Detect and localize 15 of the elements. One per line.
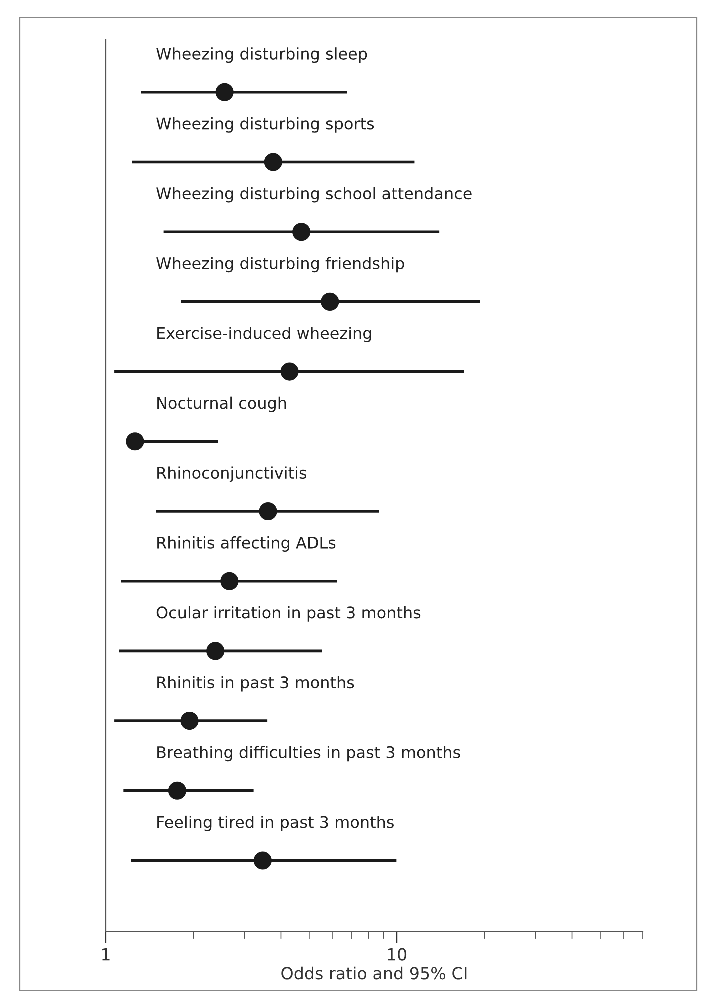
y-tick-label: Breathing difficulties in past 3 months: [158, 746, 460, 762]
y-tick-label: Wheezing disturbing school attendance: [156, 187, 472, 203]
x-axis-title: Odds ratio and 95% CI: [282, 966, 467, 980]
y-tick-label: Ocular irritation in past 3 months: [156, 606, 421, 622]
y-tick-label: Rhinitis affecting ADLs: [158, 536, 336, 552]
y-tick-label: Rhinitis in past 3 months: [158, 676, 354, 692]
y-tick-label: Rhinoconjunctivitis: [158, 466, 307, 482]
y-tick-label: Nocturnal cough: [158, 396, 286, 412]
x-tick-label: 10: [388, 948, 407, 961]
y-tick-label: Wheezing disturbing sports: [156, 117, 374, 133]
y-tick-label: Wheezing disturbing sleep: [156, 48, 368, 64]
y-tick-label: Exercise-induced wheezing: [158, 327, 372, 342]
y-tick-label: Feeling tired in past 3 months: [158, 816, 394, 832]
x-tick-label: 1: [102, 948, 110, 961]
y-tick-label: Wheezing disturbing friendship: [156, 257, 404, 273]
